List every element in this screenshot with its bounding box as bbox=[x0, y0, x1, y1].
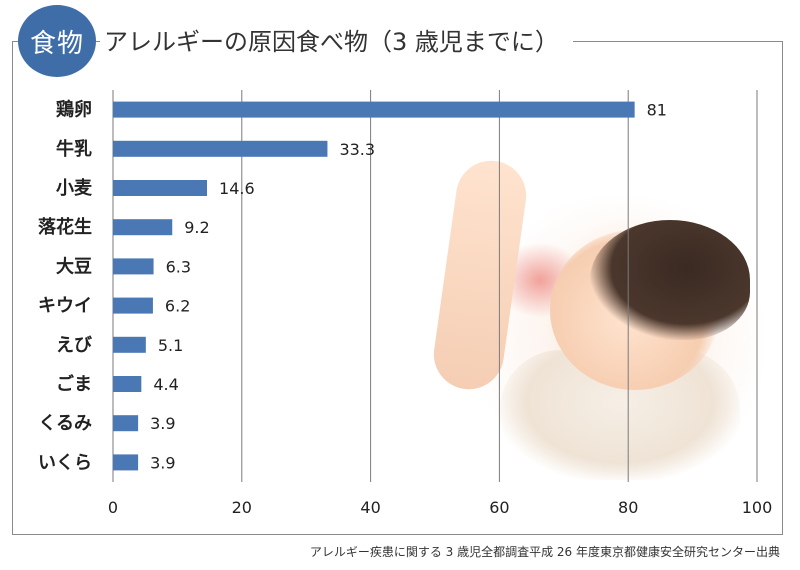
bar bbox=[113, 336, 146, 353]
category-badge: 食物 bbox=[18, 5, 96, 77]
x-tick-label: 0 bbox=[108, 498, 118, 517]
category-label: 小麦 bbox=[56, 177, 93, 199]
bar bbox=[113, 258, 154, 275]
value-label: 3.9 bbox=[150, 414, 175, 433]
value-label: 14.6 bbox=[219, 179, 255, 198]
value-label: 9.2 bbox=[184, 218, 209, 237]
category-label: 鶏卵 bbox=[56, 99, 92, 121]
value-label: 4.4 bbox=[153, 375, 178, 394]
bar bbox=[113, 376, 142, 392]
x-tick-label: 60 bbox=[489, 498, 509, 517]
category-label: いくら bbox=[38, 452, 92, 473]
chart-title: アレルギーの原因食べ物（3 歳児までに） bbox=[100, 22, 573, 57]
bar bbox=[113, 415, 139, 432]
baby-hair bbox=[590, 220, 750, 340]
value-label: 33.3 bbox=[339, 140, 375, 159]
bar bbox=[113, 297, 153, 314]
value-label: 6.3 bbox=[166, 257, 191, 276]
bar bbox=[113, 454, 139, 471]
category-label: 大豆 bbox=[56, 255, 92, 277]
source-note: アレルギー疾患に関する 3 歳児全都調査平成 26 年度東京都健康安全研究センタ… bbox=[309, 545, 780, 559]
bar bbox=[113, 140, 328, 157]
x-tick-label: 40 bbox=[360, 498, 380, 517]
value-label: 81 bbox=[647, 101, 667, 120]
category-label: 落花生 bbox=[38, 216, 92, 238]
x-tick-label: 20 bbox=[232, 498, 252, 517]
baby-photo bbox=[420, 140, 765, 480]
bar bbox=[113, 101, 635, 118]
category-label: 牛乳 bbox=[56, 138, 92, 160]
category-label: キウイ bbox=[38, 296, 92, 317]
category-label: くるみ bbox=[38, 413, 92, 434]
x-tick-label: 100 bbox=[742, 498, 773, 517]
value-label: 3.9 bbox=[150, 453, 175, 472]
value-label: 5.1 bbox=[158, 336, 183, 355]
bar bbox=[113, 180, 208, 196]
category-label: ごま bbox=[56, 373, 92, 395]
value-label: 6.2 bbox=[165, 297, 190, 316]
x-tick-label: 80 bbox=[618, 498, 638, 517]
category-label: えび bbox=[56, 335, 93, 356]
bar bbox=[113, 219, 173, 236]
